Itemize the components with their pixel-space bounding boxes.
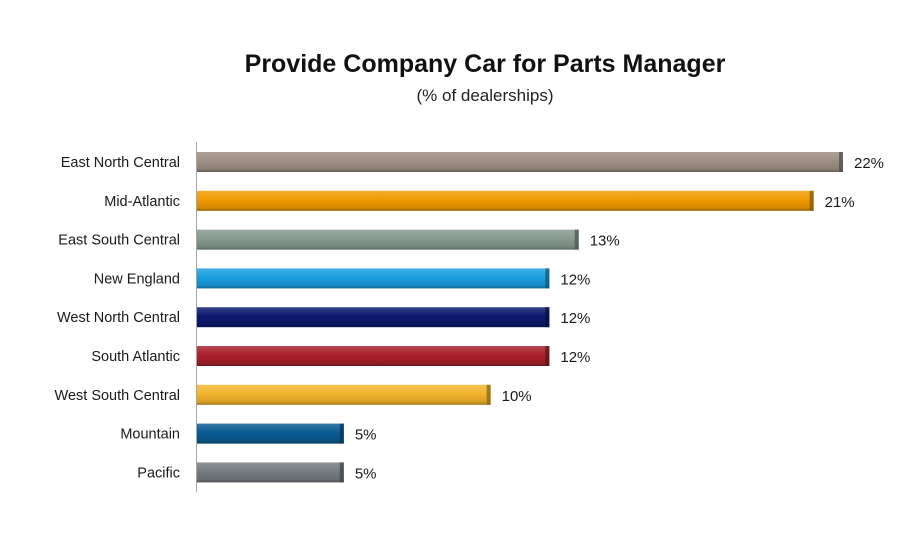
category-label-east-north-central: East North Central (61, 155, 180, 171)
category-label-mid-atlantic: Mid-Atlantic (104, 194, 180, 210)
bar-mid-atlantic (197, 190, 814, 211)
value-label-west-south-central: 10% (502, 388, 532, 405)
bar-end-cap-west-north-central (545, 307, 550, 328)
value-labels-group: 22% 21% 13% 12% 12% 12% 10% 5% 5% (355, 155, 884, 482)
value-label-west-north-central: 12% (560, 310, 590, 327)
category-label-mountain: Mountain (120, 427, 180, 443)
bar-end-cap-mid-atlantic (809, 190, 814, 211)
category-label-west-south-central: West South Central (55, 388, 180, 404)
bar-new-england (197, 268, 550, 289)
bar-end-cap-pacific (339, 462, 344, 483)
chart-subtitle: (% of dealerships) (416, 86, 553, 105)
bar-east-south-central (197, 229, 579, 250)
bar-end-cap-mountain (339, 423, 344, 444)
category-label-new-england: New England (94, 271, 180, 287)
bar-east-north-central (197, 152, 843, 172)
category-label-east-south-central: East South Central (58, 233, 180, 249)
value-label-east-south-central: 13% (590, 233, 620, 250)
bars-group (197, 152, 843, 483)
category-labels-group: East North Central Mid-Atlantic East South… (55, 155, 180, 481)
bar-west-south-central (197, 384, 491, 405)
category-label-west-north-central: West North Central (57, 310, 180, 326)
value-label-south-atlantic: 12% (560, 349, 590, 366)
bar-end-cap-east-north-central (839, 152, 843, 172)
bar-end-cap-east-south-central (574, 229, 579, 250)
category-label-south-atlantic: South Atlantic (91, 349, 180, 365)
bar-south-atlantic (197, 346, 550, 366)
chart-title: Provide Company Car for Parts Manager (245, 50, 726, 78)
value-label-mountain: 5% (355, 427, 377, 444)
bar-mountain (197, 423, 344, 444)
bar-end-cap-south-atlantic (545, 346, 550, 366)
category-label-pacific: Pacific (137, 465, 180, 481)
value-label-east-north-central: 22% (854, 155, 884, 172)
bar-west-north-central (197, 307, 550, 328)
bar-end-cap-new-england (545, 268, 550, 289)
value-label-new-england: 12% (560, 271, 590, 288)
bar-end-cap-west-south-central (486, 384, 491, 405)
value-label-pacific: 5% (355, 465, 377, 482)
value-label-mid-atlantic: 21% (825, 194, 855, 211)
bar-pacific (197, 462, 344, 483)
